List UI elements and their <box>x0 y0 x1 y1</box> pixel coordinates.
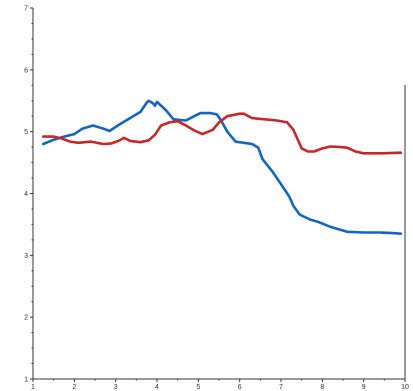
series-line-2 <box>42 112 403 155</box>
y-tick-label: 6 <box>24 67 28 74</box>
x-tick-label: 2 <box>72 384 76 391</box>
y-tick-label: 3 <box>24 253 28 260</box>
series-line-1 <box>42 99 403 235</box>
series-group <box>42 99 403 235</box>
y-tick-label: 7 <box>24 6 28 13</box>
y-tick-label: 4 <box>24 191 28 198</box>
x-tick-label: 3 <box>114 384 118 391</box>
y-tick-label: 2 <box>24 315 28 322</box>
axes: 1 2 3 4 5 6 7 1 2 3 4 5 6 7 8 9 10 <box>24 6 409 391</box>
x-tick-label: 8 <box>320 384 324 391</box>
x-tick-label: 4 <box>155 384 159 391</box>
x-tick-label: 1 <box>31 384 35 391</box>
x-tick-label: 5 <box>196 384 200 391</box>
y-tick-label: 5 <box>24 129 28 136</box>
x-tick-label: 6 <box>238 384 242 391</box>
x-tick-label: 10 <box>401 384 409 391</box>
x-tick-label: 7 <box>279 384 283 391</box>
y-tick-label: 1 <box>24 377 28 384</box>
x-tick-label: 9 <box>362 384 366 391</box>
